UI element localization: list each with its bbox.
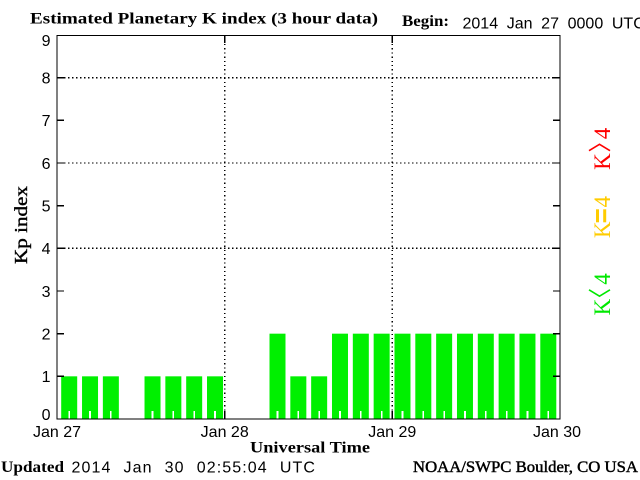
svg-text:2: 2 [42,327,51,344]
svg-text:Kp index: Kp index [11,186,31,264]
svg-text:2014 Jan 30 02:55:04 UTC: 2014 Jan 30 02:55:04 UTC [72,460,317,477]
svg-text:6: 6 [42,156,51,173]
svg-text:2014 Jan 27 0000 UTC: 2014 Jan 27 0000 UTC [463,16,640,33]
svg-text:4: 4 [590,196,615,208]
svg-text:Jan 27: Jan 27 [33,424,81,441]
svg-text:Jan 30: Jan 30 [533,424,581,441]
svg-text:K: K [590,298,615,315]
svg-text:Updated: Updated [1,459,64,476]
svg-text:K: K [590,221,615,238]
svg-text:4: 4 [42,241,51,258]
svg-text:Estimated Planetary K index (3: Estimated Planetary K index (3 hour data… [30,11,378,28]
svg-text:Universal Time: Universal Time [250,440,370,457]
svg-text:5: 5 [42,199,51,216]
svg-text:3: 3 [42,284,51,301]
svg-text:Jan 29: Jan 29 [368,424,416,441]
svg-text:Begin:: Begin: [402,13,449,30]
svg-text:Jan 28: Jan 28 [201,424,249,441]
svg-text:9: 9 [42,33,51,50]
svg-text:0: 0 [42,407,51,424]
svg-text:NOAA/SWPC Boulder, CO USA: NOAA/SWPC Boulder, CO USA [413,459,638,476]
svg-text:4: 4 [590,127,615,139]
svg-text:8: 8 [42,71,51,88]
svg-text:K: K [590,153,615,170]
svg-text:7: 7 [42,113,51,130]
svg-text:1: 1 [42,369,51,386]
svg-text:4: 4 [590,273,615,285]
